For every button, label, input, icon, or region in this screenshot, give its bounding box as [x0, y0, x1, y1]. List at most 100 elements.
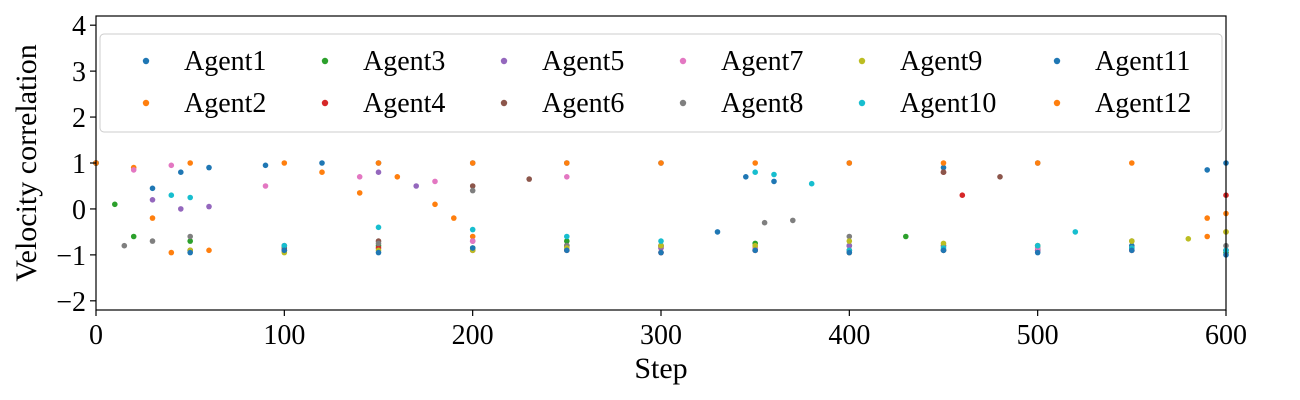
point-agent8 [187, 233, 193, 240]
point-agent12 [1034, 160, 1041, 166]
point-agent2 [1204, 233, 1210, 240]
point-agent3 [130, 233, 137, 240]
point-agent1 [940, 164, 947, 171]
legend-item-agent7: Agent7 [679, 46, 803, 77]
point-agent12 [375, 160, 382, 166]
y-tick-label: 3 [72, 57, 86, 88]
legend-label: Agent6 [542, 88, 624, 119]
point-agent10 [1072, 229, 1079, 235]
point-agent10 [658, 238, 664, 244]
point-agent12 [658, 160, 664, 166]
point-agent11 [564, 247, 570, 254]
data-points [93, 160, 1229, 258]
point-agent2 [149, 215, 156, 221]
point-agent10 [752, 169, 758, 175]
point-agent6 [997, 174, 1003, 180]
point-agent2 [432, 201, 438, 208]
point-agent11 [1129, 247, 1135, 254]
point-agent7 [168, 162, 175, 169]
y-tick-label: −2 [56, 287, 86, 318]
legend-label: Agent9 [900, 46, 982, 77]
point-agent7 [564, 174, 570, 180]
point-agent1 [743, 174, 749, 180]
point-agent11 [187, 249, 193, 256]
point-agent8 [121, 242, 128, 249]
point-agent10 [771, 171, 777, 178]
point-agent6 [469, 183, 476, 189]
legend-label: Agent4 [363, 88, 445, 119]
point-agent9 [752, 242, 758, 249]
legend-marker [858, 99, 866, 107]
point-agent8 [761, 219, 768, 226]
point-agent9 [658, 242, 664, 249]
point-agent1 [714, 229, 721, 235]
y-axis-label: Velocity correlation [10, 44, 43, 281]
point-agent11 [375, 249, 382, 256]
point-agent7 [356, 174, 363, 180]
legend-item-agent9: Agent9 [858, 46, 982, 77]
point-agent10 [808, 180, 815, 187]
point-agent12 [1129, 160, 1135, 166]
legend-marker [1053, 99, 1061, 107]
legend: Agent1 Agent2 Agent3 Agent4 Agent5 Agent6 Agen… [99, 33, 1223, 133]
legend-item-agent10: Agent10 [858, 88, 996, 119]
legend-label: Agent3 [363, 46, 445, 77]
point-agent12 [469, 160, 476, 166]
point-agent9 [1129, 238, 1135, 244]
legend-marker [858, 57, 866, 65]
x-tick-label: 0 [89, 320, 103, 351]
point-agent1 [178, 169, 184, 175]
y-tick-label: 0 [72, 195, 86, 226]
point-agent3 [564, 238, 570, 244]
legend-marker [142, 99, 150, 107]
point-agent10 [281, 242, 288, 249]
legend-item-agent2: Agent2 [142, 88, 266, 119]
legend-item-agent6: Agent6 [500, 88, 624, 119]
point-agent10 [1034, 242, 1041, 249]
x-tick-label: 500 [1017, 320, 1059, 351]
point-agent11 [658, 249, 664, 256]
x-axis-label: Step [634, 352, 687, 385]
legend-marker [321, 57, 329, 65]
legend-box [99, 33, 1223, 133]
point-agent10 [168, 192, 175, 198]
point-agent4 [959, 192, 966, 198]
point-agent8 [375, 240, 382, 247]
point-agent2 [206, 247, 212, 254]
y-tick-label: −1 [56, 241, 86, 272]
y-tick-label: 4 [72, 11, 86, 42]
point-agent8 [790, 217, 796, 224]
legend-marker [500, 99, 508, 107]
point-agent5 [178, 206, 184, 212]
legend-label: Agent11 [1095, 46, 1190, 77]
point-agent9 [846, 238, 853, 244]
point-agent3 [112, 201, 118, 208]
point-agent10 [564, 233, 570, 240]
point-agent2 [319, 169, 325, 175]
point-agent5 [413, 183, 420, 189]
point-agent12 [187, 160, 193, 166]
legend-marker [679, 99, 687, 107]
legend-label: Agent8 [721, 88, 803, 119]
legend-label: Agent2 [184, 88, 266, 119]
point-agent11 [1034, 249, 1041, 256]
point-agent2 [394, 174, 401, 180]
legend-label: Agent12 [1095, 88, 1191, 119]
legend-marker [321, 99, 329, 107]
legend-marker [679, 57, 687, 65]
point-agent8 [469, 187, 476, 194]
x-tick-label: 600 [1205, 320, 1247, 351]
point-agent9 [1185, 236, 1192, 242]
x-tick-label: 100 [263, 320, 305, 351]
point-agent5 [149, 197, 156, 203]
point-agent12 [940, 160, 947, 166]
point-agent10 [187, 194, 193, 201]
point-agent11 [752, 247, 758, 254]
point-agent6 [940, 169, 947, 175]
point-agent2 [451, 215, 457, 221]
point-agent5 [846, 242, 853, 249]
point-agent7 [469, 238, 476, 244]
legend-item-agent5: Agent5 [500, 46, 624, 77]
point-agent1 [206, 164, 212, 171]
point-agent12 [564, 160, 570, 166]
